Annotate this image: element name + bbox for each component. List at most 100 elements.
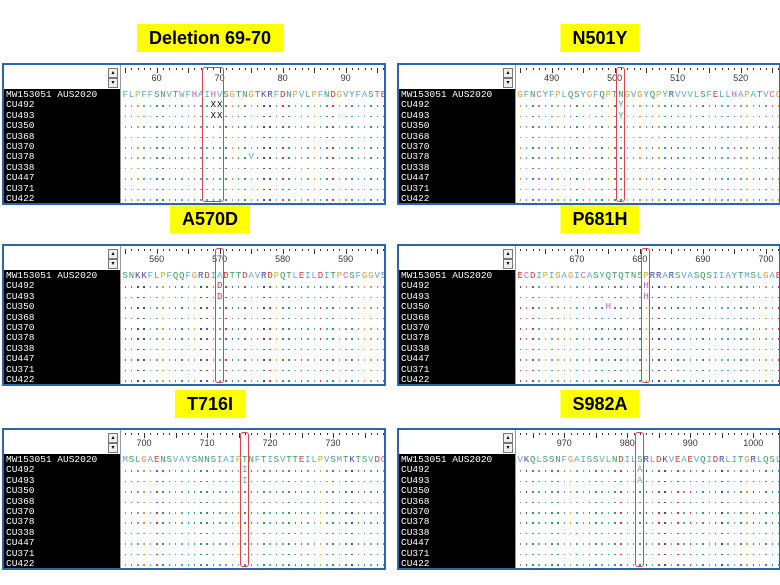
identity-dot: [282, 286, 284, 288]
identity-dot: [382, 470, 384, 472]
scroll-down-button[interactable]: ▾: [503, 259, 513, 269]
identity-dot: [256, 178, 259, 180]
identity-dot: [313, 188, 315, 191]
identity-dot: [695, 178, 698, 180]
identity-dot: [263, 359, 265, 361]
identity-dot: [544, 480, 547, 483]
mutation-residue: A: [637, 465, 643, 476]
identity-dot: [620, 512, 622, 514]
ruler-tick: [169, 433, 171, 435]
identity-dot: [563, 359, 566, 361]
identity-dot: [714, 296, 717, 299]
identity-dot: [544, 126, 547, 128]
identity-dot: [670, 115, 673, 118]
identity-dot: [752, 512, 755, 514]
identity-dot: [326, 512, 328, 514]
identity-dot: [370, 512, 372, 514]
identity-dot: [225, 307, 227, 309]
identity-dot: [658, 532, 660, 535]
identity-dot: [670, 188, 673, 191]
identity-dot: [156, 188, 158, 191]
identity-dot: [275, 178, 278, 180]
identity-dot: [538, 147, 540, 149]
identity-dot: [231, 296, 234, 299]
scroll-down-button[interactable]: ▾: [503, 78, 513, 88]
identity-dot: [237, 532, 240, 535]
scroll-up-button[interactable]: ▴: [108, 433, 118, 443]
identity-dot: [620, 338, 622, 340]
identity-dot: [588, 136, 591, 139]
identity-dot: [569, 338, 572, 340]
ruler-tick: [633, 249, 635, 251]
identity-dot: [162, 369, 164, 372]
identity-dot: [319, 512, 322, 514]
identity-dot: [288, 147, 290, 149]
identity-dot: [639, 501, 641, 504]
identity-dot: [338, 286, 341, 288]
identity-dot: [363, 188, 366, 191]
scroll-down-button[interactable]: ▾: [503, 443, 513, 453]
ruler-tick: [301, 68, 303, 70]
ruler-tick: [200, 249, 202, 251]
reference-residue: V: [630, 90, 637, 100]
identity-dot: [370, 105, 372, 107]
identity-dot: [708, 147, 710, 149]
identity-dot: [338, 199, 341, 201]
identity-dot: [275, 491, 278, 493]
identity-dot: [294, 105, 297, 107]
identity-dot: [275, 147, 278, 149]
ruler-tick: [671, 68, 673, 70]
scroll-up-button[interactable]: ▴: [108, 68, 118, 78]
identity-dot: [601, 317, 603, 320]
scroll-up-button[interactable]: ▴: [503, 249, 513, 259]
identity-dot: [363, 359, 366, 361]
identity-dot: [519, 178, 521, 180]
identity-dot: [563, 470, 566, 472]
scroll-up-button[interactable]: ▴: [503, 433, 513, 443]
identity-dot: [569, 543, 572, 545]
identity-dot: [601, 470, 603, 472]
reference-residue: V: [374, 271, 380, 281]
identity-dot: [338, 147, 341, 149]
scroll-down-button[interactable]: ▾: [108, 259, 118, 269]
scroll-down-button[interactable]: ▾: [108, 78, 118, 88]
identity-dot: [614, 317, 616, 320]
identity-dot: [538, 532, 540, 535]
scroll-up-button[interactable]: ▴: [503, 68, 513, 78]
identity-dot: [563, 380, 566, 382]
identity-dot: [149, 359, 152, 361]
sample-name: CU334: [6, 204, 35, 205]
identity-dot: [237, 491, 240, 493]
identity-dot: [651, 512, 654, 514]
identity-dot: [351, 338, 353, 340]
scroll-up-button[interactable]: ▴: [108, 249, 118, 259]
reference-residue: P: [542, 271, 549, 281]
reference-residue: I: [324, 271, 330, 281]
identity-dot: [288, 380, 290, 382]
identity-dot: [193, 178, 196, 180]
identity-dot: [231, 178, 234, 180]
reference-residue: S: [128, 455, 135, 465]
sample-name: CU447: [6, 537, 35, 549]
identity-dot: [168, 307, 171, 309]
identity-dot: [156, 126, 158, 128]
identity-dot: [193, 359, 196, 361]
identity-dot: [382, 105, 384, 107]
identity-dot: [200, 380, 202, 382]
identity-dot: [544, 307, 547, 309]
identity-dot: [626, 147, 629, 149]
identity-dot: [174, 126, 177, 128]
identity-dot: [727, 470, 729, 472]
identity-dot: [538, 115, 540, 118]
identity-dot: [319, 105, 322, 107]
identity-dot: [664, 136, 666, 139]
scroll-down-button[interactable]: ▾: [108, 443, 118, 453]
reference-residue: R: [656, 271, 662, 281]
identity-dot: [677, 105, 679, 107]
identity-dot: [677, 543, 679, 545]
identity-dot: [771, 126, 773, 128]
identity-dot: [162, 470, 164, 472]
identity-dot: [193, 105, 196, 107]
reference-residue: R: [719, 455, 725, 465]
identity-dot: [765, 188, 767, 191]
